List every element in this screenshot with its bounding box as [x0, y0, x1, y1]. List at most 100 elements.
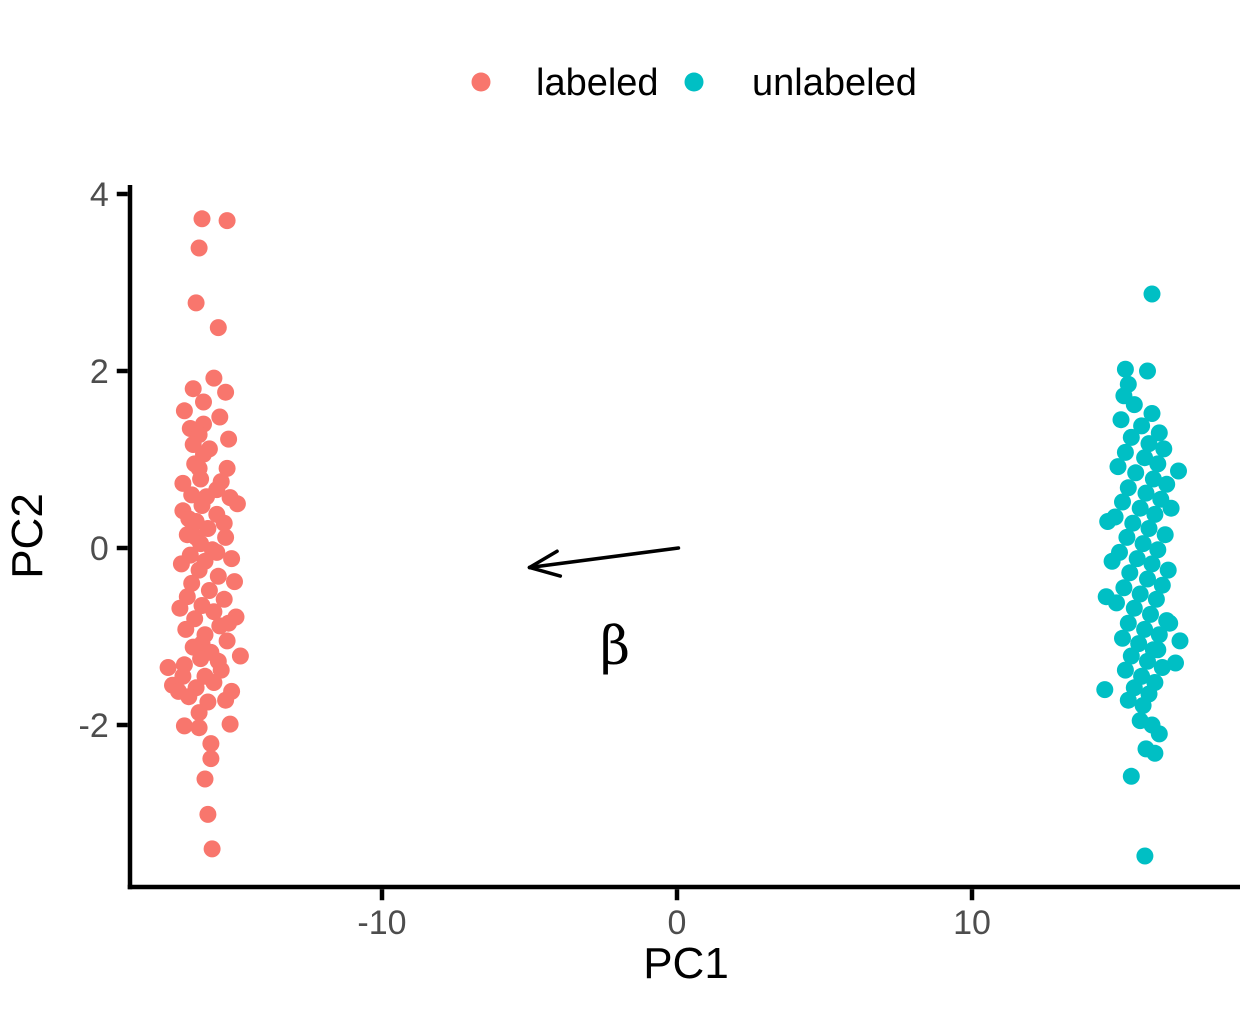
data-point-unlabeled [1125, 599, 1143, 617]
data-point-unlabeled [1122, 647, 1140, 665]
data-point-labeled [217, 528, 235, 546]
data-point-labeled [209, 567, 227, 585]
data-point-unlabeled [1099, 513, 1117, 530]
data-point-labeled [175, 402, 193, 420]
data-point-unlabeled [1153, 576, 1171, 594]
data-point-unlabeled [1150, 725, 1168, 743]
data-point-unlabeled [1118, 528, 1136, 546]
data-point-labeled [199, 805, 217, 823]
data-point-unlabeled [1158, 475, 1176, 493]
data-point-unlabeled [1114, 493, 1131, 511]
data-point-unlabeled [1112, 411, 1130, 429]
legend-key-labeled [471, 72, 491, 92]
legend-label-unlabeled: unlabeled [752, 62, 917, 104]
data-point-labeled [218, 459, 236, 477]
data-point-unlabeled [1096, 681, 1114, 699]
data-point-labeled [221, 715, 239, 733]
data-point-unlabeled [1137, 484, 1155, 502]
data-point-unlabeled [1136, 620, 1154, 638]
data-point-labeled [218, 632, 236, 650]
data-point-labeled [190, 704, 208, 722]
data-point-unlabeled [1142, 605, 1159, 623]
data-point-labeled [193, 497, 211, 514]
axes: -10 0 10 4 2 0 -2 [79, 176, 1240, 942]
data-point-unlabeled [1146, 744, 1164, 762]
y-tick-label: 2 [90, 353, 109, 391]
data-point-unlabeled [1109, 458, 1127, 476]
data-point-labeled [190, 239, 208, 257]
data-point-labeled [205, 603, 223, 621]
data-point-labeled [217, 383, 235, 401]
data-point-labeled [184, 380, 202, 398]
data-point-labeled [159, 659, 177, 676]
y-tick-label: 4 [90, 176, 109, 214]
data-point-labeled [203, 840, 221, 858]
arrow-head-barb [527, 549, 559, 570]
data-point-unlabeled [1143, 405, 1161, 422]
data-point-unlabeled [1146, 505, 1164, 523]
x-tick-label: -10 [357, 904, 406, 942]
y-tick-label: -2 [79, 707, 109, 745]
data-point-labeled [174, 474, 192, 492]
data-point-unlabeled [1144, 470, 1162, 488]
legend: labeled unlabeled [471, 62, 917, 104]
data-point-labeled [175, 717, 193, 735]
data-point-labeled [187, 294, 205, 312]
data-point-labeled [195, 393, 212, 411]
legend-label-labeled: labeled [536, 62, 659, 104]
data-point-labeled [192, 650, 210, 668]
data-point-unlabeled [1116, 360, 1134, 378]
data-point-unlabeled [1131, 499, 1149, 517]
data-point-labeled [199, 520, 217, 537]
data-point-unlabeled [1139, 570, 1156, 588]
data-point-unlabeled [1143, 555, 1161, 573]
legend-key-unlabeled [684, 72, 704, 92]
series-unlabeled [1096, 285, 1189, 865]
data-point-unlabeled [1147, 590, 1165, 608]
data-point-labeled [172, 555, 190, 573]
data-point-unlabeled [1170, 462, 1187, 480]
data-point-labeled [196, 770, 214, 788]
data-point-labeled [192, 470, 210, 488]
data-point-labeled [171, 599, 189, 617]
data-point-labeled [193, 210, 211, 228]
data-point-unlabeled [1156, 526, 1174, 544]
data-point-unlabeled [1121, 564, 1139, 582]
data-point-unlabeled [1159, 561, 1177, 579]
data-point-unlabeled [1136, 449, 1154, 467]
data-point-unlabeled [1149, 641, 1167, 659]
data-point-labeled [202, 750, 220, 768]
data-point-labeled [218, 212, 236, 230]
data-point-labeled [190, 719, 208, 737]
data-point-unlabeled [1119, 691, 1137, 709]
data-point-labeled [217, 691, 235, 709]
series-labeled [159, 210, 249, 858]
data-point-unlabeled [1140, 435, 1158, 453]
x-tick-label: 0 [668, 904, 687, 942]
data-point-unlabeled [1134, 697, 1152, 714]
data-point-unlabeled [1153, 659, 1171, 676]
data-point-labeled [208, 543, 226, 561]
data-point-unlabeled [1108, 594, 1125, 612]
annotations-layer [527, 546, 681, 578]
data-point-labeled [209, 319, 227, 337]
data-point-labeled [190, 561, 208, 579]
data-point-labeled [200, 582, 218, 599]
data-point-unlabeled [1116, 661, 1134, 679]
data-point-unlabeled [1130, 635, 1148, 653]
data-point-unlabeled [1171, 632, 1189, 650]
data-point-labeled [205, 674, 223, 691]
data-point-unlabeled [1115, 579, 1133, 597]
data-point-labeled [211, 408, 229, 426]
data-point-unlabeled [1139, 652, 1156, 670]
data-point-labeled [177, 620, 195, 638]
x-tick-label: 10 [953, 904, 991, 942]
beta-annotation: β [600, 616, 630, 676]
data-point-labeled [215, 590, 233, 608]
data-point-unlabeled [1161, 614, 1179, 632]
data-point-unlabeled [1125, 396, 1143, 414]
data-point-labeled [202, 735, 220, 753]
data-point-labeled [180, 688, 198, 706]
